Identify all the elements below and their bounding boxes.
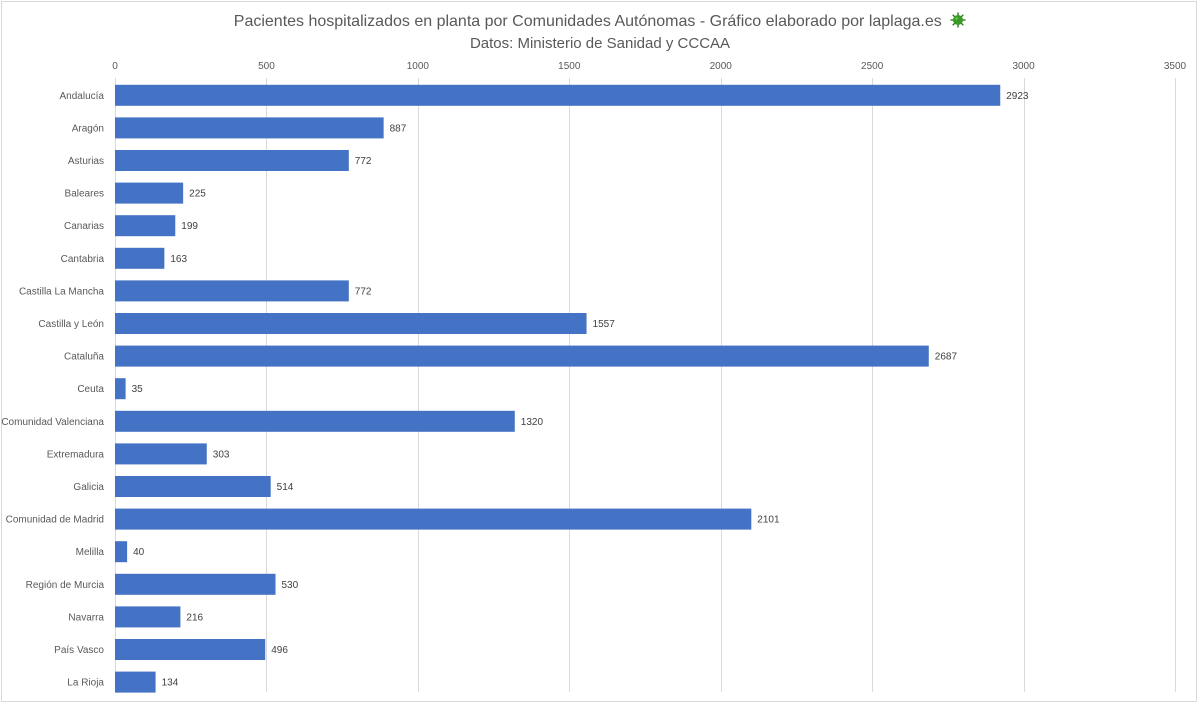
bar-7 <box>115 313 587 334</box>
category-label-3: Baleares <box>65 189 104 200</box>
data-label-5: 163 <box>170 254 187 265</box>
category-label-10: Comunidad Valenciana <box>1 417 104 428</box>
data-label-15: 530 <box>282 580 299 591</box>
bar-9 <box>115 378 126 400</box>
data-label-3: 225 <box>189 189 206 200</box>
x-tick-label-3000: 3000 <box>1012 61 1035 72</box>
data-label-17: 496 <box>271 645 288 656</box>
data-label-10: 1320 <box>521 417 544 428</box>
category-label-7: Castilla y León <box>38 319 104 330</box>
data-label-14: 40 <box>133 547 145 558</box>
category-label-0: Andalucía <box>60 91 105 102</box>
data-label-6: 772 <box>355 286 372 297</box>
bar-5 <box>115 247 165 269</box>
data-label-12: 514 <box>277 482 294 493</box>
category-label-4: Canarias <box>64 221 104 232</box>
bar-17 <box>115 639 266 660</box>
category-label-9: Ceuta <box>77 384 104 395</box>
category-labels: Andalucía Aragón Asturias Baleares Canarias C… <box>1 91 104 689</box>
bar-10 <box>115 410 515 432</box>
data-label-16: 216 <box>186 612 203 623</box>
x-tick-label-2000: 2000 <box>710 61 733 72</box>
bar-15 <box>115 573 276 595</box>
data-label-11: 303 <box>213 449 230 460</box>
bar-1 <box>115 117 384 139</box>
bar-3 <box>115 182 184 204</box>
data-label-4: 199 <box>181 221 198 232</box>
bar-0 <box>115 84 1001 106</box>
bar-6 <box>115 280 349 302</box>
virus-icon <box>950 12 966 34</box>
data-label-8: 2687 <box>935 352 958 363</box>
category-label-18: La Rioja <box>67 678 104 689</box>
category-label-11: Extremadura <box>47 449 105 460</box>
x-tick-label-3500: 3500 <box>1164 61 1187 72</box>
chart-title-row: Pacientes hospitalizados en planta por C… <box>2 12 1198 34</box>
data-label-1: 887 <box>390 123 407 134</box>
data-labels: 2923 887 772 225 199 163 772 1557 2687 35 1320 303 5… <box>132 91 1029 689</box>
chart-subtitle: Datos: Ministerio de Sanidad y CCCAA <box>469 35 731 52</box>
category-label-12: Galicia <box>73 482 104 493</box>
bar-2 <box>115 150 349 171</box>
bar-12 <box>115 476 271 497</box>
category-label-17: País Vasco <box>54 645 104 656</box>
category-label-16: Navarra <box>68 612 104 623</box>
data-label-0: 2923 <box>1006 91 1029 102</box>
bar-11 <box>115 443 207 465</box>
chart-title: Pacientes hospitalizados en planta por C… <box>233 13 942 30</box>
category-label-14: Melilla <box>76 547 105 558</box>
data-label-18: 134 <box>162 678 179 689</box>
x-axis-ticks: 0 500 1000 1500 2000 2500 3000 3500 <box>112 61 1186 72</box>
category-label-15: Región de Murcia <box>26 580 105 591</box>
x-tick-label-1500: 1500 <box>558 61 581 72</box>
bar-8 <box>115 345 929 367</box>
bars <box>115 84 1001 693</box>
bar-14 <box>115 541 128 563</box>
data-label-7: 1557 <box>593 319 616 330</box>
bar-13 <box>115 508 752 530</box>
bar-16 <box>115 606 181 628</box>
category-label-1: Aragón <box>72 123 104 134</box>
x-tick-label-0: 0 <box>112 61 118 72</box>
category-label-6: Castilla La Mancha <box>19 286 104 297</box>
category-label-5: Cantabria <box>61 254 105 265</box>
category-label-13: Comunidad de Madrid <box>6 515 104 526</box>
category-label-2: Asturias <box>68 156 104 167</box>
data-label-2: 772 <box>355 156 372 167</box>
grid-layer <box>115 78 1176 692</box>
category-label-8: Cataluña <box>64 352 104 363</box>
data-label-13: 2101 <box>757 515 780 526</box>
data-label-9: 35 <box>132 384 144 395</box>
x-tick-label-1000: 1000 <box>407 61 430 72</box>
x-tick-label-500: 500 <box>258 61 275 72</box>
bar-4 <box>115 215 176 237</box>
x-tick-label-2500: 2500 <box>861 61 884 72</box>
bar-18 <box>115 671 156 693</box>
